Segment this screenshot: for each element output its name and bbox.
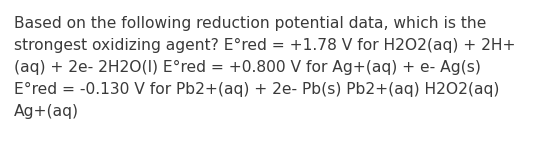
Text: Based on the following reduction potential data, which is the: Based on the following reduction potenti…	[14, 16, 487, 31]
Text: strongest oxidizing agent? E°red = +1.78 V for H2O2(aq) + 2H+: strongest oxidizing agent? E°red = +1.78…	[14, 38, 516, 53]
Text: E°red = -0.130 V for Pb2+(aq) + 2e- Pb(s) Pb2+(aq) H2O2(aq): E°red = -0.130 V for Pb2+(aq) + 2e- Pb(s…	[14, 82, 499, 97]
Text: Ag+(aq): Ag+(aq)	[14, 104, 79, 119]
Text: (aq) + 2e- 2H2O(l) E°red = +0.800 V for Ag+(aq) + e- Ag(s): (aq) + 2e- 2H2O(l) E°red = +0.800 V for …	[14, 60, 481, 75]
